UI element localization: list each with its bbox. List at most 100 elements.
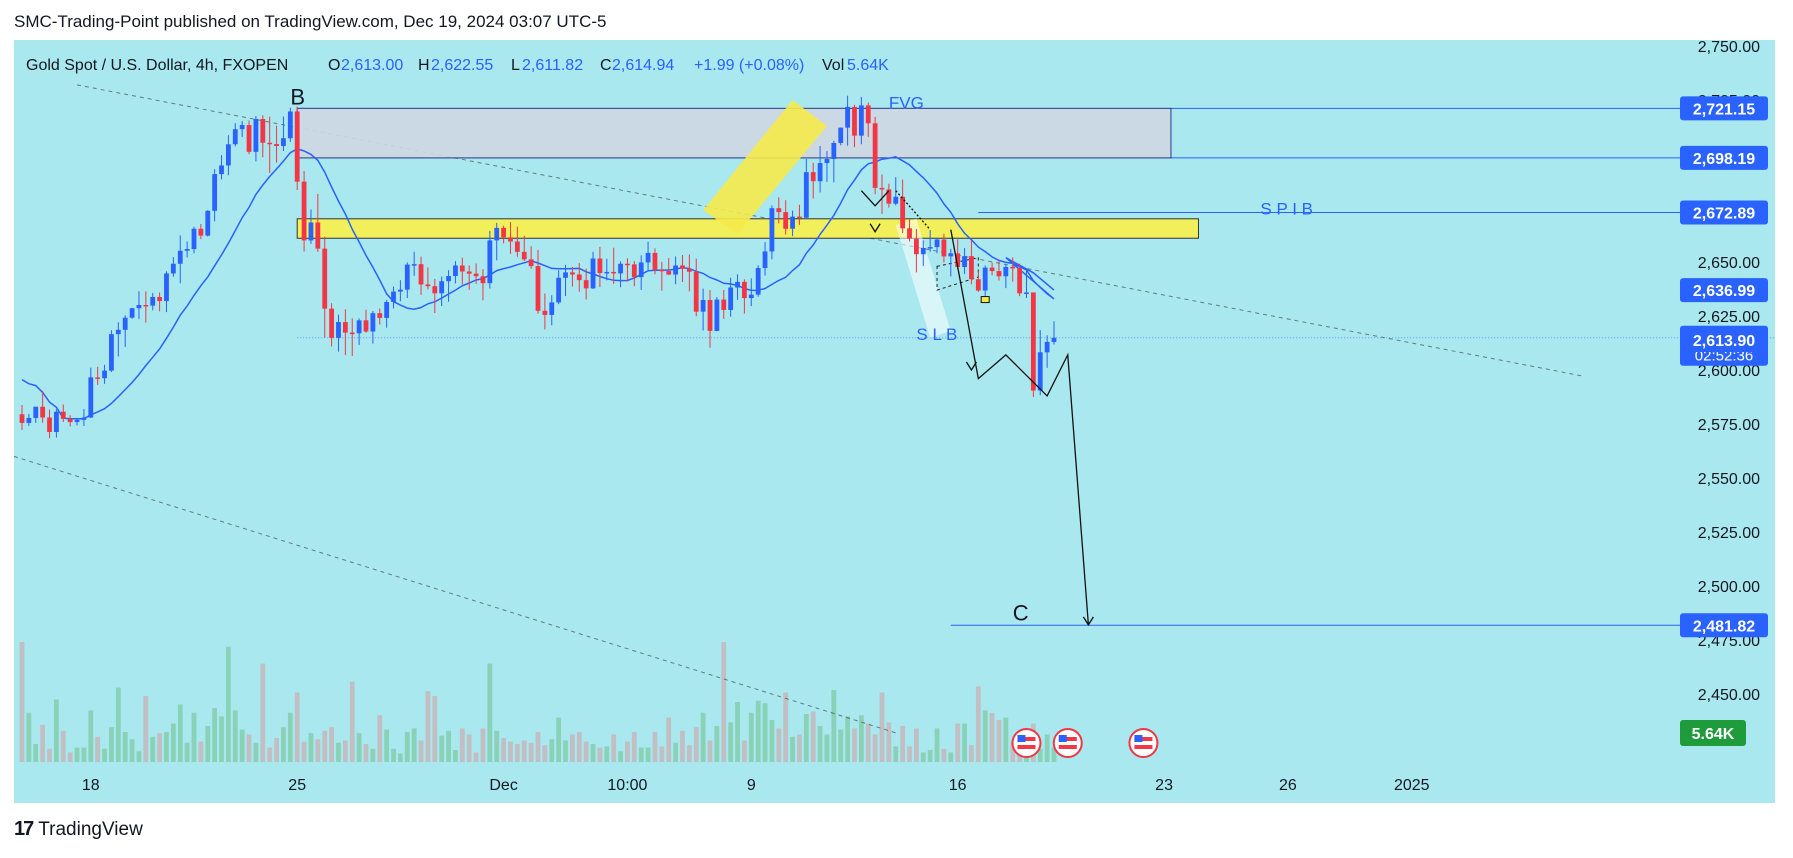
candle-body [852,106,857,136]
y-tick-label: 2,550.00 [1698,471,1760,488]
candle [267,116,273,173]
price-label: 2,636.99 [1680,278,1768,303]
candle [700,288,706,331]
volume-bar [810,711,816,762]
candle [707,290,713,348]
flag-stripe [1017,737,1036,741]
candle [962,247,967,275]
volume-bar [590,744,596,762]
volume-bar [1051,747,1057,762]
volume-bar [342,740,348,762]
candle [604,258,610,281]
volume-bar [673,742,678,762]
candle-body [205,210,211,236]
candle [26,413,32,426]
candle-body [487,240,493,284]
volume-bar [514,744,520,762]
candle-body [549,302,555,315]
candle [625,258,630,282]
candle-body [67,418,73,423]
candle [54,409,59,438]
candle [535,249,541,314]
candle-body [693,271,699,312]
candle-body [845,106,850,128]
candle-body [858,105,864,136]
candle-body [1044,341,1050,353]
legend-vol-value: 5.64K [847,57,889,74]
candle-body [721,299,727,310]
volume-bar [54,699,59,762]
x-tick-label: Dec [489,777,517,794]
volume-bar [686,745,692,762]
candle [287,107,293,142]
x-tick-label: 10:00 [607,777,647,794]
candle-body [631,264,637,278]
candle [370,311,376,344]
candle-body [143,304,149,307]
candle-body [432,286,438,294]
candle-body [480,276,486,284]
candle [191,226,197,254]
candle-body [60,411,66,419]
candle [845,95,850,146]
us-event-flag-icon [1128,728,1159,758]
volume-bar [329,727,334,762]
candle [67,415,73,427]
candle [996,260,1002,281]
tradingview-brand[interactable]: 17 TradingView [14,818,143,841]
volume-bar [308,733,314,762]
volume-bar [838,729,844,762]
candle [157,292,162,312]
y-tick-label: 2,600.00 [1698,363,1760,380]
candle-body [453,265,458,277]
candle-body [728,287,734,310]
legend-l-label: L [511,57,520,74]
candle [294,106,300,191]
annotation-label: S L B [916,325,957,344]
legend-h-value: 2,622.55 [431,57,493,74]
candle-body [625,263,630,266]
volume-bar [948,752,954,762]
volume-bar [631,732,637,762]
volume-bar [88,710,94,762]
candle [74,418,80,426]
y-tick-label: 2,500.00 [1698,579,1760,596]
volume-bar [528,742,534,762]
candle [246,120,252,155]
volume-bar [143,696,149,762]
candle-body [315,222,321,249]
volume-bar [742,740,747,762]
volume-bar [762,703,768,762]
volume-label-text: 5.64K [1692,726,1735,743]
candle-body [824,158,830,164]
projection-zigzag [860,190,890,207]
time-axis[interactable]: 18 25 Dec 10:00 9 16 23 26 2025 [82,777,1430,794]
candle-body [941,239,947,257]
price-axis[interactable]: 2,750.002,725.002,700.002,675.002,650.00… [1680,39,1768,746]
volume-bar [1017,751,1022,762]
candle-body [501,227,506,238]
candle [315,193,321,252]
volume-bar [391,748,396,762]
candle-body [33,406,39,418]
candle [19,404,25,430]
moving-average [21,147,1055,420]
volume-bar [583,741,589,762]
price-label-box [1680,96,1768,121]
volume-bar [817,726,823,762]
candle-body [232,129,238,145]
us-event-flag-icon [1052,728,1083,758]
candle [184,241,190,258]
candle-body [714,299,720,331]
candle [1037,330,1043,396]
volume-bar [611,734,617,762]
candle [253,115,259,162]
volume-bar [336,742,341,762]
candle-body [136,304,142,309]
candle [742,279,747,314]
volume-label-box [1680,720,1746,746]
candle-body [865,105,871,124]
volume-bar [927,750,933,762]
candle-body [556,277,562,303]
